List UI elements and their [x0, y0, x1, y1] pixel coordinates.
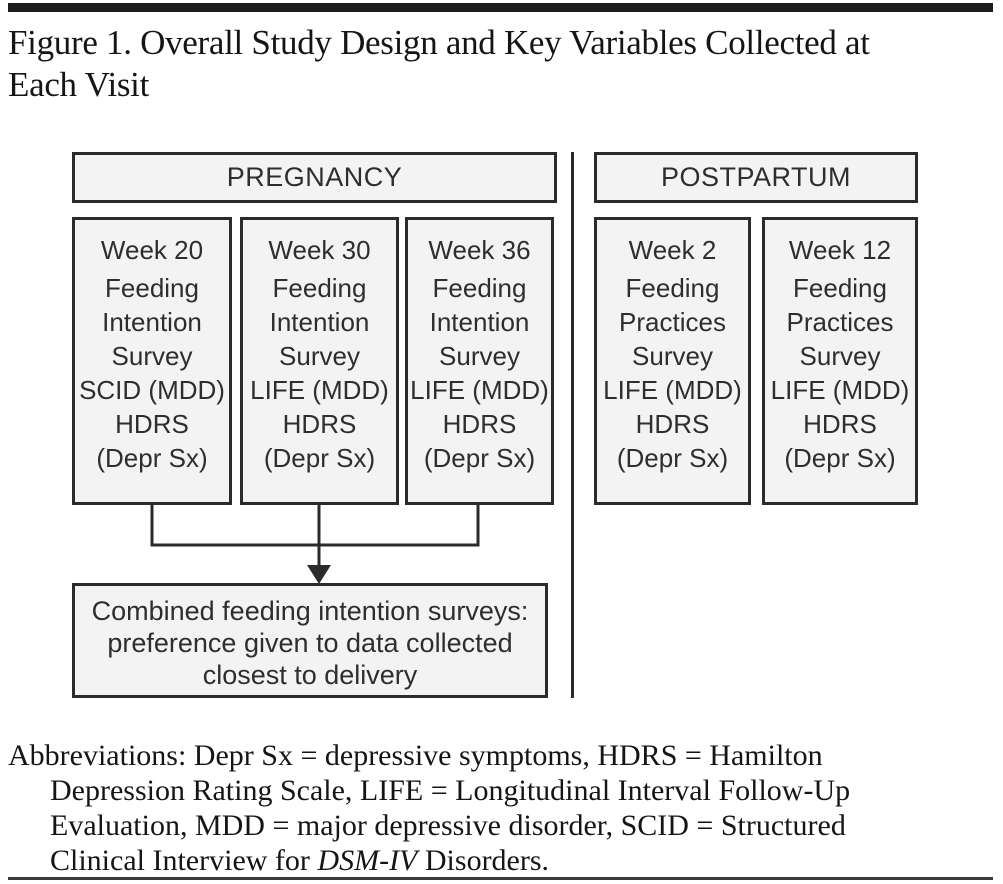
visit-box-line: LIFE (MDD) — [603, 375, 742, 405]
section-header-pregnancy-label: PREGNANCY — [226, 162, 403, 192]
visit-box-line: (Depr Sx) — [616, 443, 729, 473]
abbreviations-line2: Depression Rating Scale, LIFE = Longitud… — [50, 774, 851, 807]
visit-box-line: LIFE (MDD) — [250, 375, 389, 405]
visit-box-line: (Depr Sx) — [784, 443, 896, 473]
bottom-rule — [8, 877, 993, 880]
visit-box-line: HDRS — [282, 409, 357, 439]
visit-box-line: Survey — [632, 341, 713, 371]
visit-box-line: Intention — [102, 307, 202, 337]
combined-surveys-line1: Combined feeding intention surveys: — [91, 596, 529, 626]
abbreviations-line4-post: Disorders. — [417, 844, 550, 877]
visit-box-line: Feeding — [793, 273, 887, 303]
abbreviations-line1: Abbreviations: Depr Sx = depressive symp… — [8, 739, 823, 772]
visit-box-line: HDRS — [635, 409, 710, 439]
visit-box-line: Feeding — [625, 273, 720, 303]
abbreviations-line4-italic: DSM-IV — [317, 844, 418, 877]
visit-box-line: HDRS — [115, 409, 189, 439]
visit-box-line: Feeding — [272, 273, 367, 303]
section-header-postpartum-label: POSTPARTUM — [660, 162, 852, 192]
abbreviations-footnote: Abbreviations: Depr Sx = depressive symp… — [8, 738, 978, 878]
visit-box-line: LIFE (MDD) — [770, 375, 910, 405]
visit-box-line: Survey — [799, 341, 881, 371]
abbreviations-line3: Evaluation, MDD = major depressive disor… — [50, 809, 846, 842]
combined-surveys-line3: closest to delivery — [202, 660, 418, 690]
visit-box-line: HDRS — [442, 409, 517, 439]
visit-box-line: Feeding — [105, 273, 199, 303]
visit-box-line: LIFE (MDD) — [410, 375, 549, 405]
visit-box-week-2: Week 2 Feeding Practices Survey LIFE (MD… — [594, 217, 751, 505]
combined-surveys-box: Combined feeding intention surveys: pref… — [72, 583, 548, 698]
visit-box-week-36: Week 36 Feeding Intention Survey LIFE (M… — [405, 217, 554, 505]
visit-week-label: Week 2 — [628, 235, 717, 265]
visit-box-week-30: Week 30 Feeding Intention Survey LIFE (M… — [240, 217, 399, 505]
abbreviations-line4: Clinical Interview for DSM-IV Disorders. — [50, 843, 978, 878]
section-header-pregnancy: PREGNANCY — [72, 152, 557, 203]
visit-box-week-12: Week 12 Feeding Practices Survey LIFE (M… — [762, 217, 918, 505]
visit-box-line: Intention — [269, 307, 370, 337]
visit-box-line: Practices — [786, 307, 894, 337]
connector-arrow — [150, 505, 480, 584]
visit-box-line: SCID (MDD) — [79, 375, 225, 405]
visit-box-line: Survey — [279, 341, 360, 371]
visit-box-line: Survey — [439, 341, 520, 371]
figure-title-line2: Each Visit — [8, 65, 150, 104]
visit-box-line: (Depr Sx) — [96, 443, 208, 473]
visit-week-label: Week 36 — [428, 235, 531, 265]
visit-box-week-20: Week 20 Feeding Intention Survey SCID (M… — [72, 217, 232, 505]
top-rule — [8, 3, 993, 12]
figure-title: Figure 1. Overall Study Design and Key V… — [8, 22, 998, 106]
visit-box-line: Intention — [429, 307, 530, 337]
figure-title-line1: Figure 1. Overall Study Design and Key V… — [8, 23, 870, 62]
visit-box-line: Feeding — [432, 273, 527, 303]
visit-box-line: HDRS — [803, 409, 877, 439]
visit-week-label: Week 30 — [268, 235, 371, 265]
visit-box-line: (Depr Sx) — [263, 443, 376, 473]
abbreviations-line4-pre: Clinical Interview for — [50, 844, 318, 877]
section-header-postpartum: POSTPARTUM — [594, 152, 918, 203]
visit-week-label: Week 12 — [788, 235, 892, 265]
visit-box-line: Practices — [619, 307, 726, 337]
visit-box-line: Survey — [111, 341, 193, 371]
visit-box-line: (Depr Sx) — [423, 443, 536, 473]
visit-week-label: Week 20 — [100, 235, 204, 265]
section-divider-line — [571, 152, 574, 698]
combined-surveys-line2: preference given to data collected — [107, 628, 513, 658]
